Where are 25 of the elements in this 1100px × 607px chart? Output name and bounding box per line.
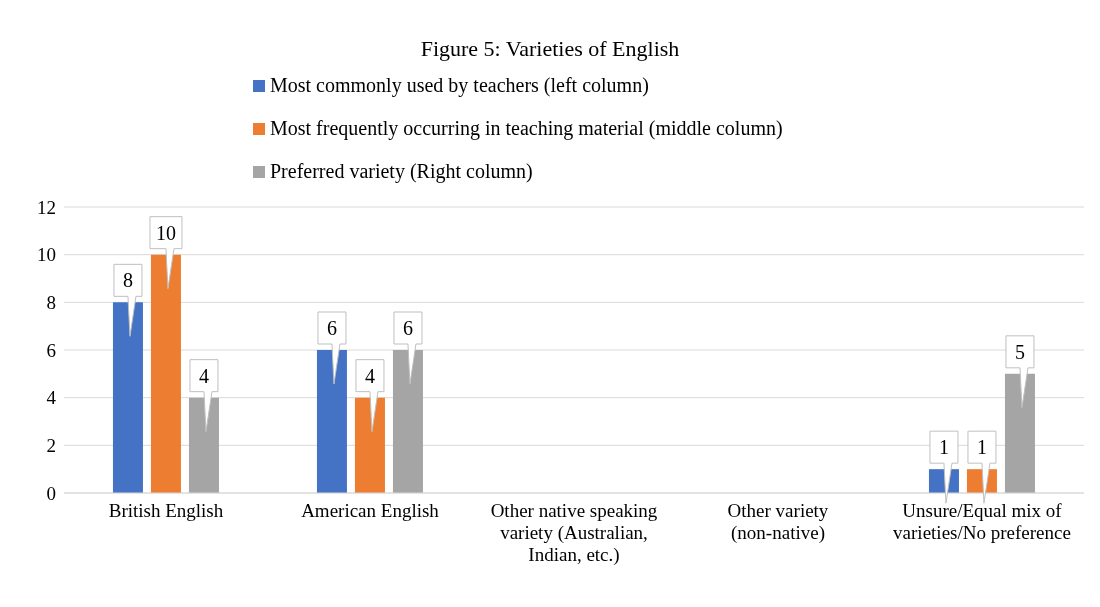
x-tick-label: British English <box>108 500 224 521</box>
data-label: 10 <box>155 221 176 244</box>
x-tick-label: Other native speaking variety (Australian, Indian, etc.) <box>490 500 658 566</box>
legend-label: Most frequently occurring in teaching material (middle column) <box>270 117 783 140</box>
x-tick-label: American English <box>301 500 440 521</box>
y-tick-label: 12 <box>37 196 56 218</box>
y-tick-label: 2 <box>46 435 56 457</box>
data-label: 8 <box>122 269 133 292</box>
data-label: 4 <box>364 364 375 387</box>
y-tick-label: 0 <box>46 482 56 504</box>
y-tick-label: 8 <box>46 292 56 314</box>
legend-label: Preferred variety (Right column) <box>270 160 533 183</box>
y-tick-label: 10 <box>37 244 56 266</box>
data-label: 6 <box>402 317 413 339</box>
x-tick-label: Other variety (non-native) <box>727 500 829 544</box>
data-label: 1 <box>938 436 949 459</box>
data-label: 1 <box>976 436 987 459</box>
y-tick-label: 4 <box>46 387 57 409</box>
x-tick-label: Unsure/Equal mix of varieties/No preference <box>893 500 1071 543</box>
data-label: 5 <box>1014 340 1025 363</box>
legend-label: Most commonly used by teachers (left column) <box>270 74 649 97</box>
y-tick-label: 6 <box>46 339 56 361</box>
data-label: 6 <box>326 317 337 339</box>
data-label: 4 <box>198 364 209 387</box>
chart-title: Figure 5: Varieties of English <box>419 35 681 61</box>
